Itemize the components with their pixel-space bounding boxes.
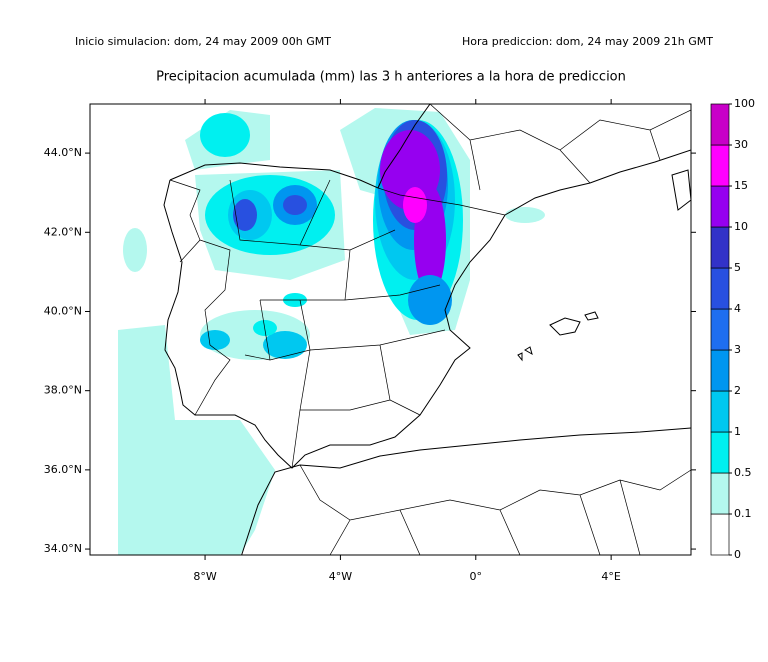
y-tick-label: 34.0°N <box>44 542 82 555</box>
colorbar-label: 5 <box>734 261 741 274</box>
colorbar-segment <box>710 513 730 556</box>
colorbar-segment <box>710 267 730 310</box>
x-tick-label: 0° <box>470 570 483 583</box>
colorbar-label: 0.5 <box>734 466 752 479</box>
colorbar-segment <box>710 472 730 515</box>
y-tick-label: 40.0°N <box>44 304 82 317</box>
colorbar-segment <box>710 308 730 351</box>
header-left: Inicio simulacion: dom, 24 may 2009 00h … <box>75 35 331 48</box>
colorbar-segment <box>710 431 730 474</box>
colorbar-label: 30 <box>734 138 748 151</box>
header-right: Hora prediccion: dom, 24 may 2009 21h GM… <box>462 35 713 48</box>
x-tick-label: 4°W <box>329 570 352 583</box>
colorbar-label: 0.1 <box>734 507 752 520</box>
colorbar-label: 100 <box>734 97 755 110</box>
colorbar-segment <box>710 226 730 269</box>
colorbar-label: 1 <box>734 425 741 438</box>
colorbar-label: 3 <box>734 343 741 356</box>
x-tick-label: 8°W <box>193 570 216 583</box>
map-frame <box>89 103 692 556</box>
colorbar-label: 0 <box>734 548 741 561</box>
colorbar-label: 2 <box>734 384 741 397</box>
colorbar-segment <box>710 390 730 433</box>
colorbar-label: 10 <box>734 220 748 233</box>
y-tick-label: 38.0°N <box>44 384 82 397</box>
y-tick-label: 36.0°N <box>44 463 82 476</box>
colorbar-segment <box>710 349 730 392</box>
y-tick-label: 44.0°N <box>44 146 82 159</box>
colorbar-label: 15 <box>734 179 748 192</box>
y-tick-label: 42.0°N <box>44 225 82 238</box>
colorbar-segment <box>710 103 730 146</box>
map-title: Precipitacion acumulada (mm) las 3 h ant… <box>156 70 626 85</box>
x-tick-label: 4°E <box>601 570 620 583</box>
colorbar-segment <box>710 185 730 228</box>
map-area <box>89 103 692 556</box>
colorbar-label: 4 <box>734 302 741 315</box>
colorbar-segment <box>710 144 730 187</box>
